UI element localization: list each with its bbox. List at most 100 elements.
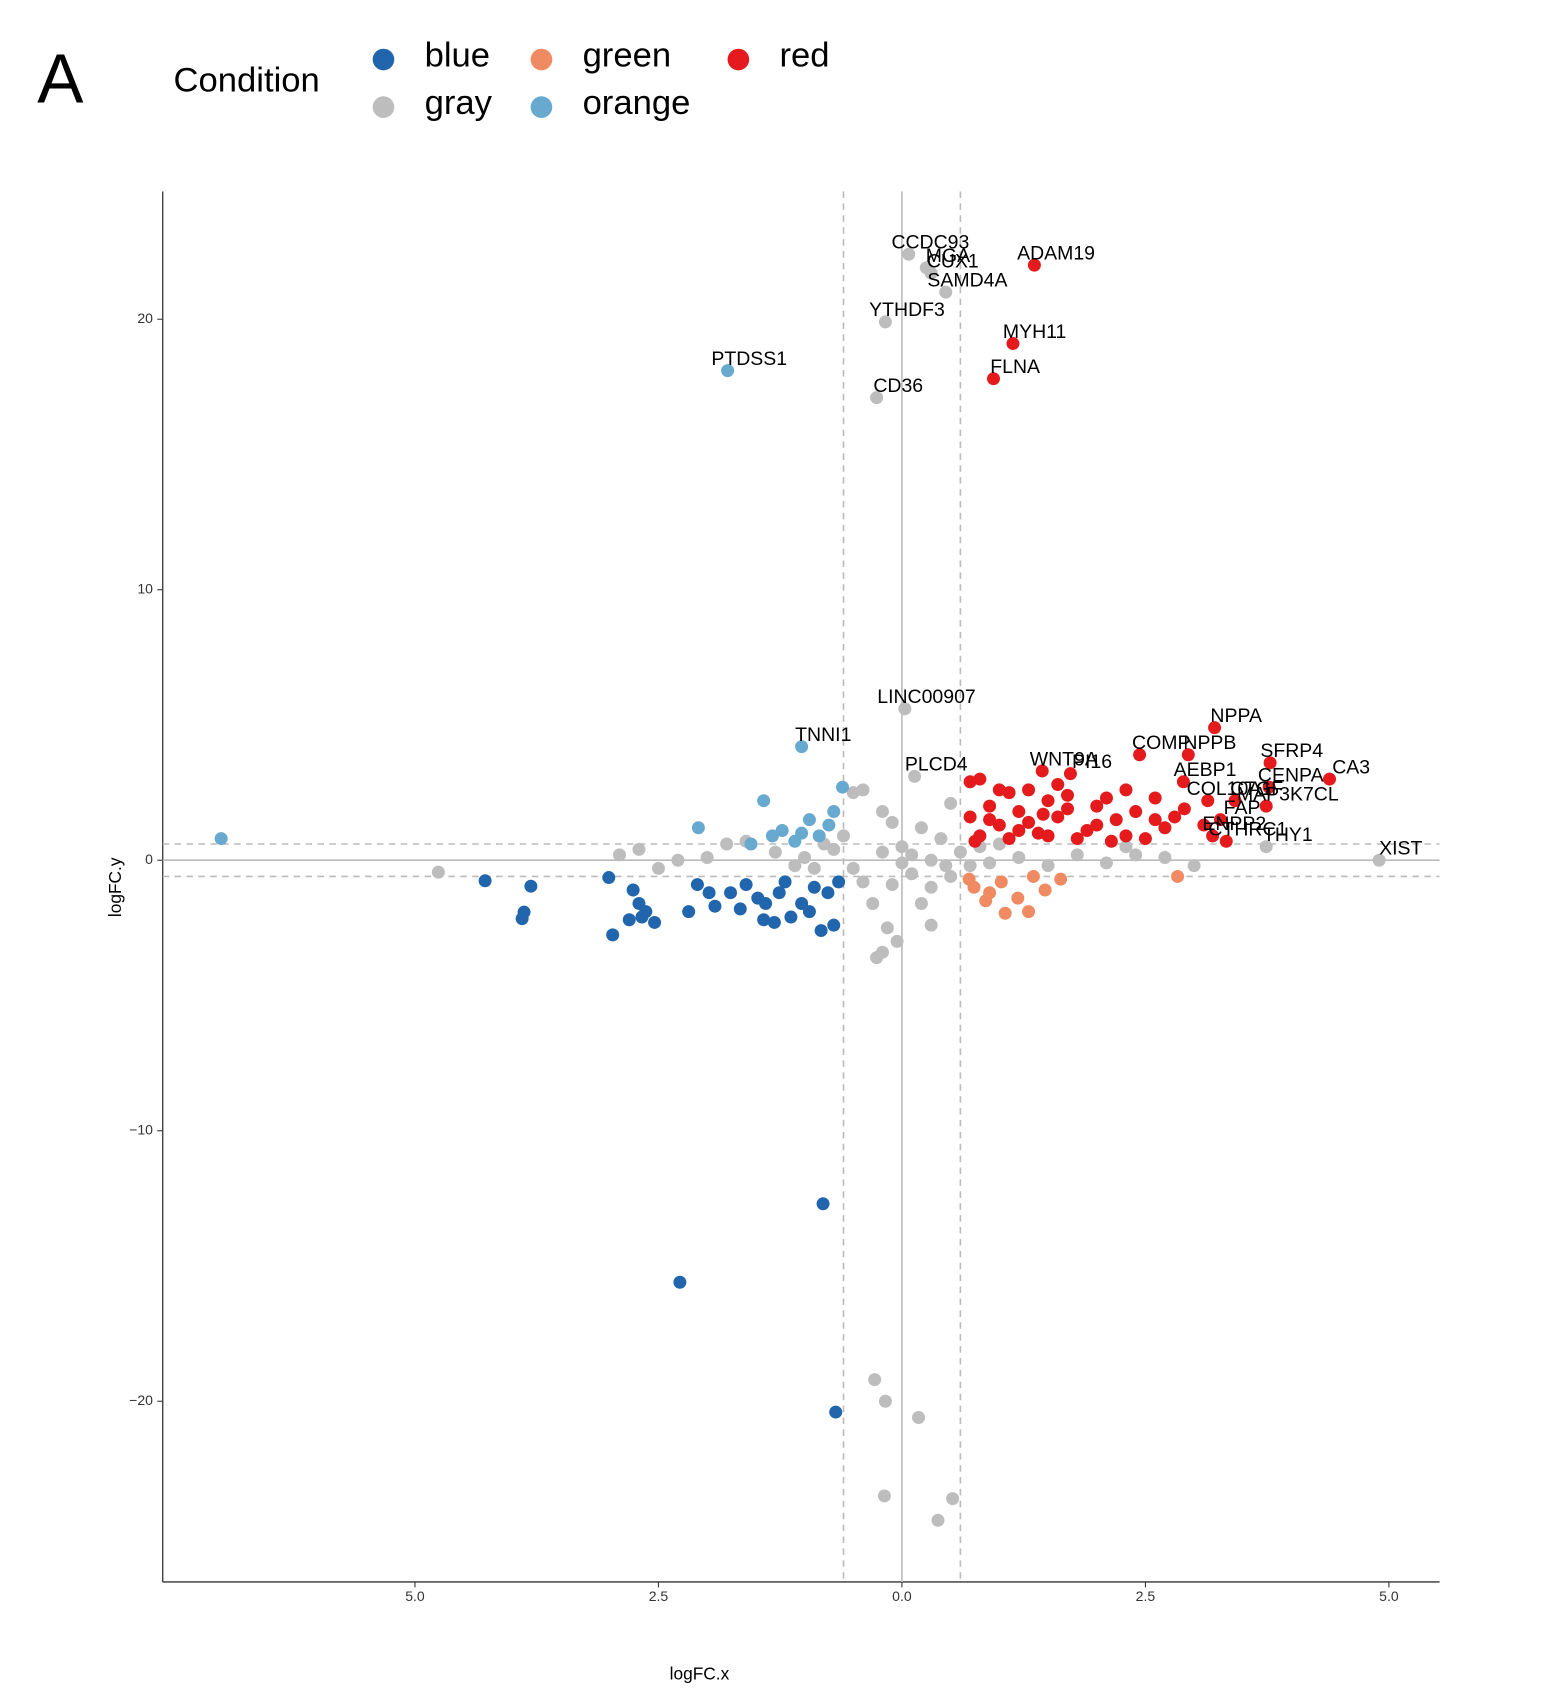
point [214, 832, 228, 846]
point [1070, 832, 1084, 846]
point-label: CA3 [1332, 756, 1370, 778]
point-label: PTDSS1 [711, 348, 787, 370]
point [1011, 891, 1025, 905]
point-label: PI16 [1072, 751, 1112, 773]
point [983, 799, 997, 813]
point [878, 315, 892, 329]
point [1228, 794, 1242, 808]
point-label: PLCD4 [905, 754, 968, 776]
point [1012, 851, 1026, 865]
point [832, 875, 846, 889]
point [478, 874, 492, 888]
point [700, 851, 714, 865]
point-label: COMP [1132, 732, 1190, 754]
point [1022, 905, 1036, 919]
point [994, 875, 1008, 889]
point [1080, 823, 1094, 837]
point [767, 915, 781, 929]
point-label: CTGF [1230, 778, 1283, 800]
point [807, 880, 821, 894]
point [622, 913, 636, 927]
point [856, 783, 870, 797]
point [1090, 818, 1104, 832]
point [875, 945, 889, 959]
point-label: WNT9A [1030, 748, 1098, 770]
point [944, 796, 958, 810]
point [720, 837, 734, 851]
point [837, 829, 850, 843]
point [788, 859, 802, 873]
point [759, 897, 773, 911]
point [1158, 821, 1172, 835]
point [744, 837, 758, 851]
point [515, 912, 529, 926]
legend-label: red [780, 36, 830, 74]
point [1027, 258, 1041, 272]
point-label: THY1 [1263, 824, 1313, 846]
point [635, 910, 649, 924]
point [1197, 818, 1211, 832]
y-tick-label: 0 [145, 851, 153, 867]
point [724, 886, 738, 900]
point [946, 1492, 960, 1506]
point [1129, 805, 1143, 819]
point-label: MAP3K7CL [1237, 783, 1339, 805]
point [822, 818, 836, 832]
point [613, 848, 626, 862]
point [1099, 791, 1113, 805]
point [1035, 764, 1049, 778]
point [821, 886, 835, 900]
point [431, 865, 445, 879]
point [802, 905, 816, 919]
y-tick-label: 20 [137, 310, 153, 326]
point [827, 842, 841, 856]
point [1104, 834, 1118, 848]
point [768, 845, 782, 859]
point [875, 805, 889, 819]
point-label: CUX1 [927, 251, 979, 273]
legend-label: gray [425, 84, 493, 122]
point [1041, 829, 1055, 843]
point-label: NPPB [1183, 732, 1236, 754]
point [1176, 775, 1190, 789]
y-tick-label: −20 [129, 1392, 153, 1408]
point [1038, 883, 1052, 897]
x-tick-label: 5.0 [405, 1588, 425, 1604]
point-label: SAMD4A [927, 269, 1007, 291]
point [986, 372, 1000, 386]
point [1206, 829, 1220, 843]
point [795, 740, 809, 754]
point [1133, 748, 1147, 762]
point [1002, 786, 1016, 800]
point [902, 247, 916, 261]
point-label: CCDC93 [891, 232, 969, 254]
point [778, 875, 792, 889]
point [1041, 794, 1055, 808]
point [1208, 721, 1222, 735]
point-label: MYH11 [1003, 321, 1066, 343]
point [912, 1410, 925, 1424]
point [963, 810, 977, 824]
point [866, 897, 880, 911]
point [602, 871, 616, 885]
point [757, 794, 771, 808]
point [690, 878, 704, 892]
point [1099, 856, 1113, 870]
point-label: XIST [1379, 838, 1422, 860]
point [968, 834, 982, 848]
point [702, 886, 716, 900]
point-label: YTHDF3 [869, 299, 945, 321]
point [856, 875, 870, 889]
legend-label: orange [583, 84, 691, 122]
point [1036, 807, 1050, 821]
point-label: CD36 [873, 375, 923, 397]
point [812, 829, 826, 843]
point [983, 886, 997, 900]
point [1158, 851, 1172, 865]
point [931, 1513, 945, 1527]
point [939, 285, 953, 299]
legend-swatch [372, 96, 395, 118]
point [1051, 777, 1065, 791]
point [673, 1275, 687, 1289]
point [827, 805, 841, 819]
